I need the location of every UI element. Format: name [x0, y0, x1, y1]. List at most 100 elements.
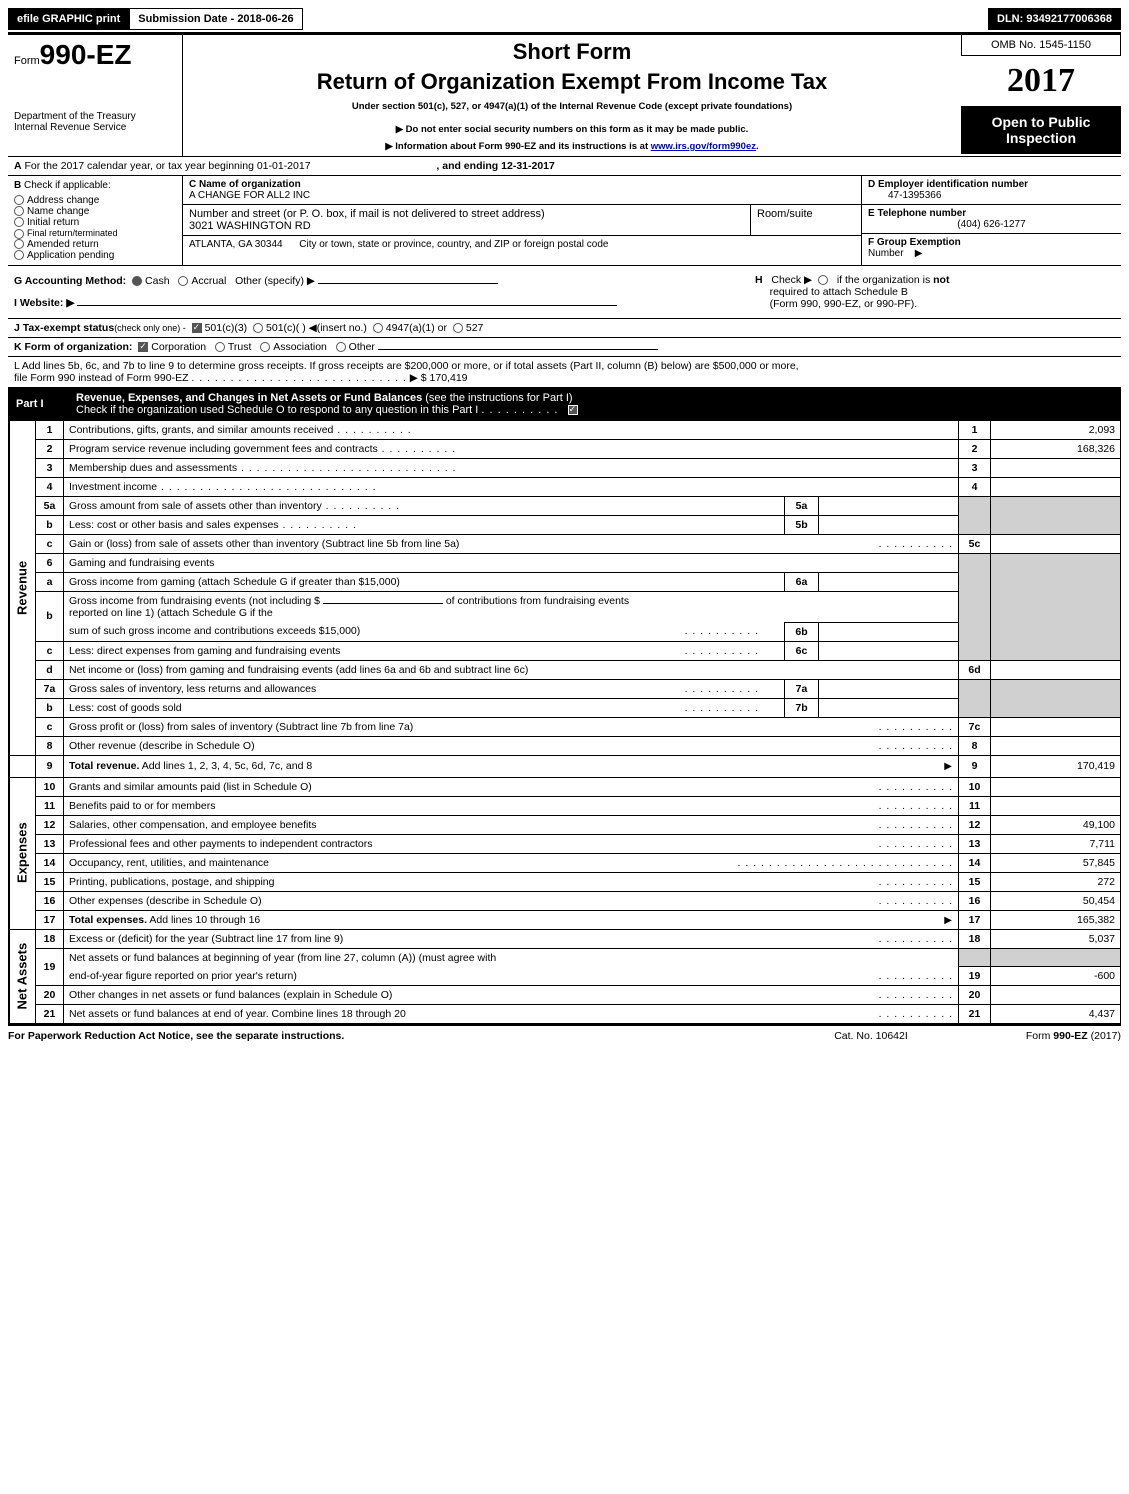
- section-b-label: B: [14, 180, 21, 191]
- opt-address-change[interactable]: Address change: [14, 195, 176, 206]
- line10-val: [991, 777, 1121, 796]
- dept-treasury: Department of the Treasury: [14, 111, 176, 122]
- line7c-letter: c: [36, 717, 64, 736]
- line-6a: a Gross income from gaming (attach Sched…: [9, 572, 1121, 591]
- line6d-letter: d: [36, 660, 64, 679]
- section-a-text2: , and ending 12-31-2017: [436, 160, 554, 172]
- efile-box: efile GRAPHIC print: [8, 8, 129, 30]
- line5c-val: [991, 534, 1121, 553]
- section-j-row: J Tax-exempt status(check only one) - 50…: [8, 318, 1121, 337]
- city-label: City or town, state or province, country…: [299, 239, 608, 250]
- line-17: 17Total expenses. Add lines 10 through 1…: [9, 910, 1121, 929]
- info-link[interactable]: www.irs.gov/form990ez: [651, 141, 756, 152]
- open-line1: Open to Public: [965, 114, 1117, 130]
- opt-final-return[interactable]: Final return/terminated: [14, 228, 176, 239]
- line17-desc: Total expenses.: [69, 914, 147, 926]
- section-h: H Check ▶ if the organization is not req…: [755, 274, 1115, 310]
- open-line2: Inspection: [965, 130, 1117, 146]
- addr-label: Number and street (or P. O. box, if mail…: [189, 208, 545, 220]
- line7a-desc: Gross sales of inventory, less returns a…: [69, 683, 316, 695]
- footer-right-prefix: Form: [1026, 1030, 1053, 1042]
- h-text3: required to attach Schedule B: [770, 286, 908, 298]
- d-label: D Employer identification number: [868, 179, 1028, 190]
- line18-desc: Excess or (deficit) for the year (Subtra…: [69, 933, 343, 945]
- org-city: ATLANTA, GA 30344: [189, 239, 283, 250]
- line6b-desc2: of contributions from fundraising events: [446, 595, 629, 607]
- line5c-desc: Gain or (loss) from sale of assets other…: [69, 538, 459, 550]
- h-label: H: [755, 274, 763, 286]
- line13-val: 7,711: [991, 834, 1121, 853]
- radio-527[interactable]: [453, 323, 463, 333]
- line5a-sub: 5a: [785, 496, 819, 515]
- j-sub: (check only one) -: [114, 323, 186, 333]
- checkbox-schedule-o[interactable]: [568, 405, 578, 415]
- line-4: 4 Investment income 4: [9, 477, 1121, 496]
- line-1: Revenue 1 Contributions, gifts, grants, …: [9, 420, 1121, 439]
- checkbox-corporation[interactable]: [138, 342, 148, 352]
- line2-val: 168,326: [991, 439, 1121, 458]
- lines-table: Revenue 1 Contributions, gifts, grants, …: [8, 420, 1121, 1025]
- line15-desc: Printing, publications, postage, and shi…: [69, 876, 274, 888]
- line14-val: 57,845: [991, 853, 1121, 872]
- dept-irs: Internal Revenue Service: [14, 122, 176, 133]
- h-text4: (Form 990, 990-EZ, or 990-PF).: [770, 298, 918, 310]
- part1-title-row: Revenue, Expenses, and Changes in Net As…: [76, 392, 1113, 416]
- line19-val: -600: [991, 967, 1121, 986]
- l-text1: L Add lines 5b, 6c, and 7b to line 9 to …: [14, 360, 799, 372]
- line12-desc: Salaries, other compensation, and employ…: [69, 819, 316, 831]
- line-3: 3 Membership dues and assessments 3: [9, 458, 1121, 477]
- line6c-desc: Less: direct expenses from gaming and fu…: [69, 645, 340, 657]
- opt-initial-return[interactable]: Initial return: [14, 217, 176, 228]
- line20-val: [991, 986, 1121, 1005]
- line6-desc: Gaming and fundraising events: [64, 553, 959, 572]
- k-trust: Trust: [228, 341, 252, 353]
- line1-val: 2,093: [991, 420, 1121, 439]
- j-501c3: 501(c)(3): [205, 322, 248, 334]
- f-label2: Number: [868, 248, 904, 259]
- section-b-left: B Check if applicable: Address change Na…: [8, 176, 183, 265]
- line5b-desc: Less: cost or other basis and sales expe…: [69, 519, 279, 531]
- line6a-desc: Gross income from gaming (attach Schedul…: [64, 572, 785, 591]
- radio-501c[interactable]: [253, 323, 263, 333]
- radio-cash[interactable]: [132, 276, 142, 286]
- footer-right-suffix: (2017): [1088, 1030, 1121, 1042]
- line6b-desc1: Gross income from fundraising events (no…: [69, 595, 320, 607]
- radio-trust[interactable]: [215, 342, 225, 352]
- line5c-letter: c: [36, 534, 64, 553]
- line6b-desc4: sum of such gross income and contributio…: [69, 625, 360, 637]
- other-specify-label: Other (specify) ▶: [235, 275, 315, 287]
- line18-val: 5,037: [991, 929, 1121, 948]
- section-a-label: A: [14, 160, 22, 172]
- line4-desc: Investment income: [69, 481, 157, 493]
- line11-desc: Benefits paid to or for members: [69, 800, 215, 812]
- footer-left: For Paperwork Reduction Act Notice, see …: [8, 1030, 781, 1042]
- l-amount: ▶ $ 170,419: [410, 372, 468, 384]
- line7c-val: [991, 717, 1121, 736]
- line21-val: 4,437: [991, 1005, 1121, 1024]
- line-18: Net Assets 18Excess or (deficit) for the…: [9, 929, 1121, 948]
- line11-val: [991, 796, 1121, 815]
- form-990ez: 990-EZ: [40, 39, 132, 70]
- checkbox-501c3[interactable]: [192, 323, 202, 333]
- f-label: F Group Exemption: [868, 237, 961, 248]
- netassets-side-label: Net Assets: [9, 929, 36, 1024]
- info-about-row: ▶ Information about Form 990-EZ and its …: [189, 141, 955, 152]
- line-7a: 7a Gross sales of inventory, less return…: [9, 679, 1121, 698]
- room-suite-label: Room/suite: [751, 205, 861, 235]
- radio-other-org[interactable]: [336, 342, 346, 352]
- top-bar: efile GRAPHIC print Submission Date - 20…: [8, 8, 1121, 30]
- radio-h-check[interactable]: [818, 275, 828, 285]
- opt-amended-return[interactable]: Amended return: [14, 239, 176, 250]
- opt-name-change[interactable]: Name change: [14, 206, 176, 217]
- radio-4947[interactable]: [373, 323, 383, 333]
- line1-desc: Contributions, gifts, grants, and simila…: [69, 424, 333, 436]
- line8-val: [991, 736, 1121, 755]
- line-19b: end-of-year figure reported on prior yea…: [9, 967, 1121, 986]
- line7a-sub: 7a: [785, 679, 819, 698]
- radio-accrual[interactable]: [178, 276, 188, 286]
- opt-application-pending[interactable]: Application pending: [14, 250, 176, 261]
- radio-association[interactable]: [260, 342, 270, 352]
- line-6: 6 Gaming and fundraising events: [9, 553, 1121, 572]
- line16-desc: Other expenses (describe in Schedule O): [69, 895, 262, 907]
- h-check-text: Check ▶: [771, 274, 812, 286]
